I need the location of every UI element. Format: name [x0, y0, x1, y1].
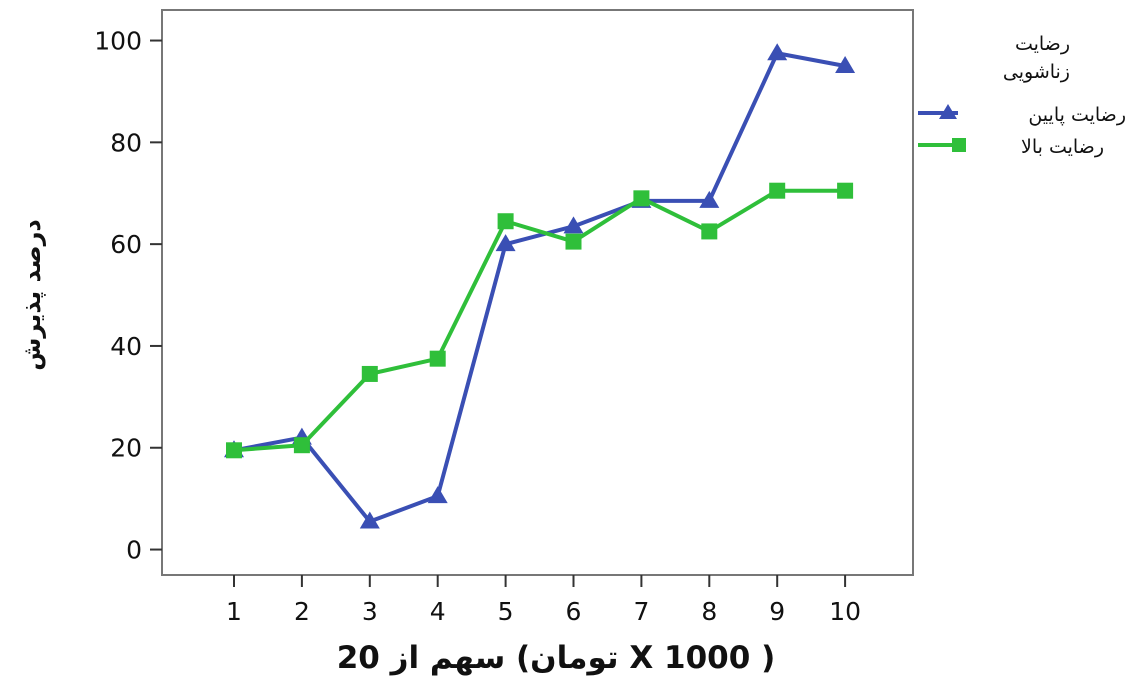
data-point-high	[837, 182, 854, 199]
series-layer	[224, 43, 856, 529]
x-tick-label: 6	[566, 597, 582, 626]
x-tick-label: 8	[701, 597, 717, 626]
data-point-low	[767, 43, 788, 61]
data-point-high	[565, 233, 582, 250]
data-point-high	[701, 223, 718, 240]
x-axis: 1 2 3 4 5 6 7 8 9 10	[226, 575, 861, 626]
data-point-high	[226, 442, 242, 459]
legend-label-low: رضایت پایین	[1028, 104, 1126, 126]
data-point-high	[293, 437, 310, 454]
y-tick-label: 40	[110, 332, 142, 361]
legend-title-line2: زناشویی	[1003, 61, 1070, 83]
data-point-low	[835, 55, 856, 73]
legend: رضایت زناشویی رضایت پایین رضایت بالا	[918, 33, 1126, 158]
data-point-high	[497, 213, 514, 230]
x-tick-label: 5	[498, 597, 514, 626]
legend-title-line1: رضایت	[1015, 33, 1070, 55]
y-axis: 0 20 40 60 80 100	[94, 27, 162, 565]
x-tick-label: 2	[294, 597, 310, 626]
series-line-low	[233, 51, 846, 524]
x-tick-label: 1	[226, 597, 242, 626]
x-tick-label: 9	[769, 597, 785, 626]
y-tick-label: 80	[110, 128, 142, 157]
x-tick-label: 7	[633, 597, 649, 626]
plot-area	[161, 9, 914, 576]
data-point-high	[429, 350, 446, 367]
x-tick-label: 10	[829, 597, 861, 626]
data-point-low	[563, 216, 584, 234]
data-point-high	[361, 365, 378, 382]
x-tick-label: 3	[362, 597, 378, 626]
data-point-low	[359, 511, 380, 529]
legend-label-high: رضایت بالا	[1021, 136, 1104, 158]
legend-marker-triangle	[939, 104, 957, 119]
y-tick-label: 20	[110, 434, 142, 463]
data-point-high	[633, 190, 650, 207]
y-tick-label: 60	[110, 230, 142, 259]
data-point-low	[699, 190, 720, 208]
data-point-low	[495, 234, 516, 252]
y-tick-label: 0	[126, 536, 142, 565]
x-axis-title: سهم از 20 (تومان X 1000 )	[337, 640, 776, 676]
legend-marker-square	[952, 138, 966, 152]
data-point-high	[769, 182, 786, 199]
x-tick-label: 4	[430, 597, 446, 626]
y-axis-title: درصد پذیرش	[18, 219, 46, 370]
data-point-low	[427, 486, 448, 504]
y-tick-label: 100	[94, 27, 142, 56]
series-line-high	[233, 188, 846, 453]
